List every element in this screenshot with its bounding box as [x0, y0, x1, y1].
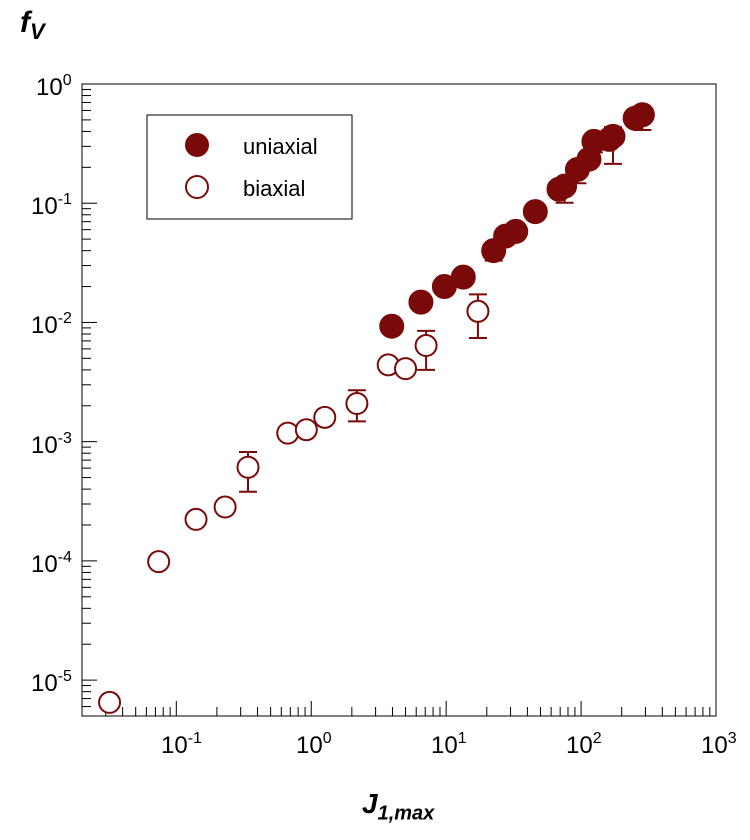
- y-tick-label: 10-5: [31, 668, 72, 697]
- uniaxial-point: [552, 173, 578, 199]
- biaxial-point: [414, 334, 438, 358]
- legend-label-biaxial: biaxial: [243, 176, 306, 201]
- uniaxial-point: [629, 102, 655, 128]
- y-axis-title-base: f: [20, 6, 30, 39]
- axis-ticks: [81, 83, 717, 717]
- uniaxial-point: [379, 313, 405, 339]
- legend-marker-biaxial: [185, 175, 209, 199]
- biaxial-point: [313, 405, 337, 429]
- y-tick-label: 10-1: [31, 191, 72, 220]
- y-tick-label: 10-2: [31, 310, 72, 339]
- biaxial-point: [345, 391, 369, 415]
- x-tick-label: 102: [566, 730, 602, 759]
- x-axis-title-sub: 1,max: [377, 802, 435, 825]
- y-tick-label: 10-3: [31, 430, 72, 459]
- biaxial-point: [184, 507, 208, 531]
- biaxial-point: [394, 357, 418, 381]
- legend-marker-uniaxial: [185, 133, 209, 157]
- y-axis-title-sub: V: [30, 19, 45, 44]
- biaxial-point: [236, 455, 260, 479]
- biaxial-point: [466, 299, 490, 323]
- legend: [146, 114, 353, 220]
- biaxial-point: [147, 550, 171, 574]
- x-tick-label: 100: [296, 730, 332, 759]
- x-axis-title-base: J: [362, 788, 378, 819]
- legend-label-uniaxial: uniaxial: [243, 134, 318, 159]
- y-tick-label: 10-4: [31, 549, 72, 578]
- biaxial-point: [98, 690, 122, 714]
- x-tick-label: 103: [701, 730, 737, 759]
- uniaxial-point: [600, 123, 626, 149]
- y-axis-title: fV: [20, 6, 45, 45]
- biaxial-point: [213, 495, 237, 519]
- x-tick-label: 101: [431, 730, 467, 759]
- uniaxial-point: [522, 199, 548, 225]
- y-tick-label: 100: [36, 72, 72, 101]
- biaxial-point: [294, 418, 318, 442]
- uniaxial-point: [450, 264, 476, 290]
- data-points: [98, 102, 655, 714]
- legend-box: [146, 114, 353, 220]
- uniaxial-point: [408, 289, 434, 315]
- plot-frame: [81, 83, 717, 717]
- x-axis-title: J1,max: [362, 788, 434, 826]
- x-tick-label: 10-1: [161, 730, 202, 759]
- biaxial-point: [276, 421, 300, 445]
- uniaxial-point: [503, 218, 529, 244]
